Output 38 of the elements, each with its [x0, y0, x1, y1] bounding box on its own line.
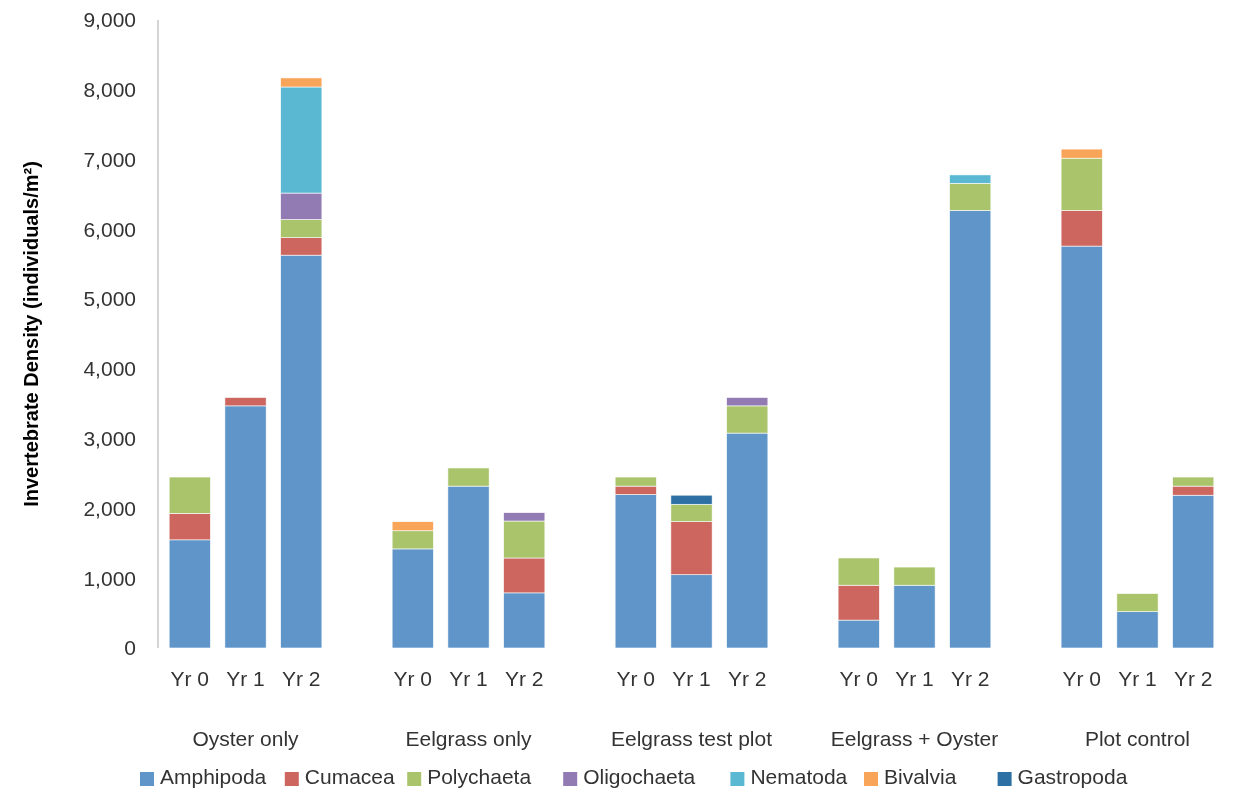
legend-label: Bivalvia	[884, 765, 957, 788]
x-tick-label: Yr 1	[1118, 667, 1157, 690]
legend-label: Nematoda	[750, 765, 848, 788]
x-tick-label: Yr 0	[616, 667, 656, 690]
x-tick-label: Yr 2	[1173, 667, 1213, 690]
legend-label: Polychaeta	[427, 765, 532, 788]
x-tick-label: Yr 2	[282, 667, 321, 690]
y-tick-label: 7,000	[83, 147, 136, 171]
y-tick-label: 5,000	[83, 287, 136, 311]
x-tick-label: Yr 0	[170, 667, 210, 690]
y-tick-label: 2,000	[83, 496, 136, 520]
y-tick-label: 8,000	[83, 78, 136, 102]
legend-label: Oligochaeta	[583, 765, 696, 788]
text: Eelgrass + Oyster	[830, 727, 999, 750]
x-tick-label: Yr 2	[727, 667, 767, 690]
y-tick-label: 1,000	[83, 566, 136, 590]
y-tick-label: 0	[124, 636, 136, 660]
legend-label: Cumacea	[304, 765, 395, 788]
legend-label: Amphipoda	[160, 765, 267, 788]
y-axis-title: Invertebrate Density (individuals/m²)	[20, 161, 42, 507]
y-tick-label: 3,000	[83, 427, 136, 451]
x-tick-label: Yr 2	[505, 667, 544, 690]
x-tick-label: Yr 1	[895, 667, 934, 690]
y-tick-label: 9,000	[83, 8, 136, 32]
y-tick-label: 6,000	[83, 217, 136, 241]
x-tick-label: Yr 1	[449, 667, 488, 690]
x-tick-label: Yr 0	[839, 667, 878, 690]
x-tick-label: Yr 0	[1062, 667, 1101, 690]
x-tick-label: Yr 1	[672, 667, 711, 690]
x-tick-label: Yr 1	[226, 667, 265, 690]
text: Eelgrass only	[405, 727, 533, 750]
legend-label: Gastropoda	[1017, 765, 1128, 788]
x-tick-label: Yr 0	[393, 667, 433, 690]
text: Oyster only	[192, 727, 300, 750]
y-tick-label: 4,000	[83, 357, 136, 381]
x-tick-label: Yr 2	[950, 667, 990, 690]
text: Plot control	[1084, 727, 1191, 750]
text: Eelgrass test plot	[610, 727, 773, 750]
